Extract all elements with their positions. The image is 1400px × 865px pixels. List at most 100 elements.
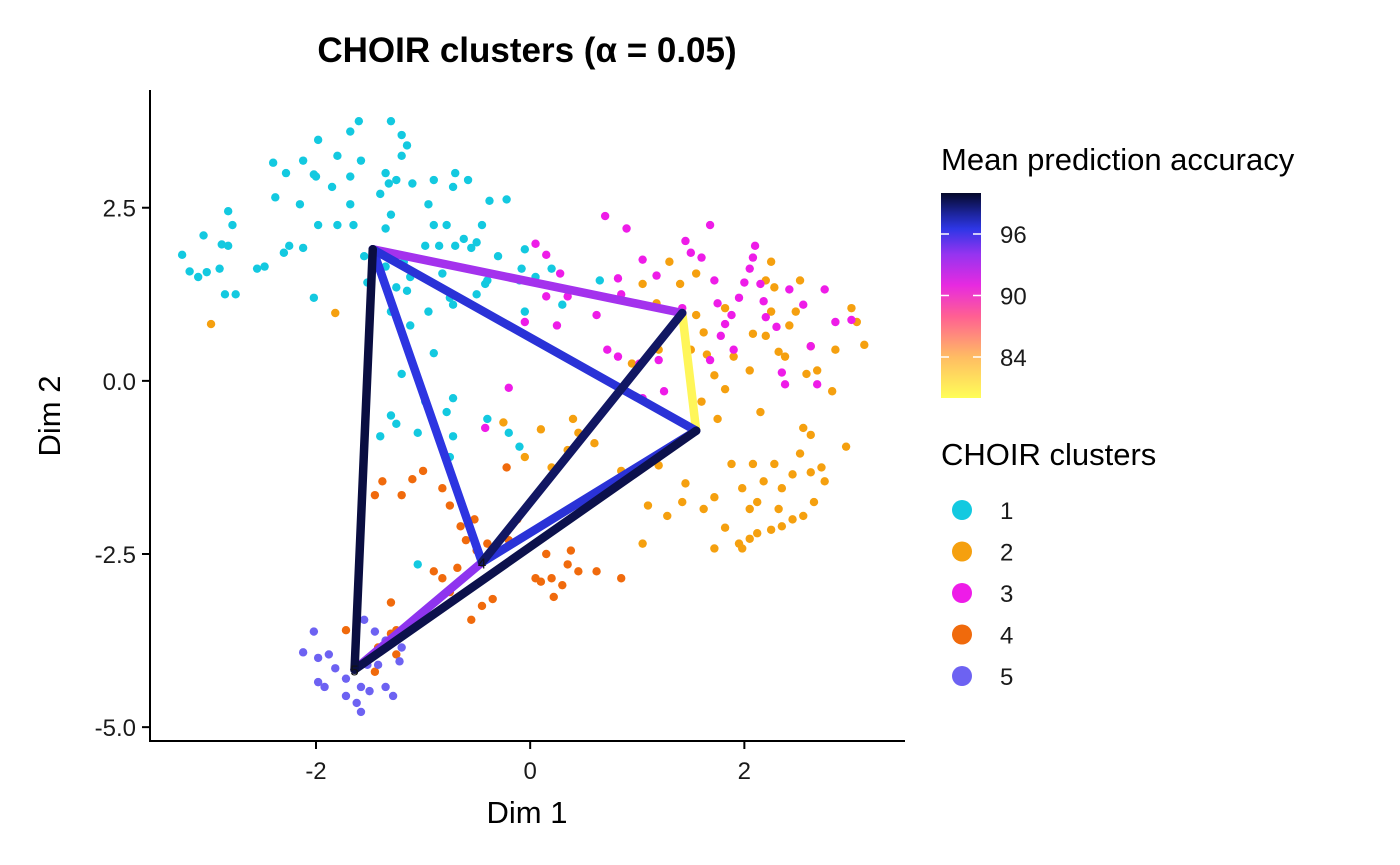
cluster-3-point — [820, 285, 829, 294]
cluster-3-point — [531, 239, 540, 248]
cluster-4-point — [617, 574, 626, 583]
cluster-1-point — [448, 393, 458, 403]
cluster-2-point — [665, 257, 674, 266]
cluster-4-point — [453, 563, 462, 573]
cluster-2-point — [745, 534, 754, 543]
cluster-2-point — [799, 511, 808, 521]
cluster-1-point — [376, 432, 385, 441]
cluster-1-point — [185, 267, 194, 276]
cluster-5-point — [309, 627, 319, 636]
cluster-1-point — [177, 250, 187, 260]
node-label-5: 5 — [350, 663, 358, 680]
cluster-3-point — [740, 278, 749, 287]
cluster-2-point — [809, 497, 819, 507]
cluster-1-point — [429, 348, 438, 358]
edge-5-2 — [350, 426, 701, 674]
cluster-3-point — [592, 310, 601, 320]
cluster-2-point — [727, 459, 736, 469]
cluster-1-point — [408, 179, 417, 188]
cluster-1-point — [356, 156, 366, 165]
cluster-4-point — [341, 625, 351, 635]
cluster-1-point — [386, 411, 396, 420]
cluster-1-point — [298, 243, 308, 253]
cluster-1-point — [279, 248, 289, 257]
colorbar-legend-title: Mean prediction accuracy — [941, 142, 1295, 177]
cluster-2-point — [761, 331, 770, 341]
cluster-4-point — [558, 580, 567, 590]
edge-1-4 — [368, 245, 487, 567]
y-axis-title: Dim 2 — [32, 376, 67, 457]
cluster-4-point — [502, 463, 511, 472]
cluster-1-point — [386, 210, 396, 219]
cluster-2-point — [748, 459, 758, 469]
cluster-2-point — [699, 504, 708, 514]
cluster-1-point — [472, 238, 481, 247]
cluster-1-point — [397, 369, 406, 379]
cluster-2-point — [770, 283, 779, 292]
cluster-5-point — [370, 627, 380, 636]
cluster-1-point — [333, 151, 342, 160]
cluster-4-point — [483, 539, 492, 548]
cluster-3-point — [603, 345, 612, 354]
cluster-1-point — [381, 168, 390, 178]
cluster-3-point — [480, 423, 490, 433]
cluster-4-point — [592, 567, 601, 576]
cluster-2-point — [831, 345, 840, 354]
colorbar-legend: Mean prediction accuracy 96 90 84 — [941, 142, 1295, 398]
cluster-2-point — [753, 497, 762, 507]
cluster-1-point — [429, 220, 438, 230]
cluster-5-point — [313, 677, 323, 687]
cluster-legend-swatch-3 — [952, 583, 972, 603]
cluster-2-point — [759, 477, 768, 486]
cluster-2-point — [729, 352, 738, 361]
cluster-3-point — [552, 321, 562, 330]
cluster-2-point — [678, 497, 687, 507]
cluster-4-point — [397, 490, 406, 500]
cluster-2-point — [806, 430, 815, 440]
edge-1-3 — [368, 245, 687, 318]
colorbar-tick-label: 96 — [1000, 222, 1027, 249]
cluster-1-point — [442, 220, 451, 230]
cluster-legend-label-5: 5 — [1000, 664, 1013, 691]
cluster-1-point — [386, 116, 396, 126]
cluster-1-point — [354, 116, 364, 126]
cluster-2-point — [774, 504, 783, 514]
cluster-4-point — [542, 549, 551, 559]
cluster-1-point — [309, 293, 319, 302]
cluster-1-point — [193, 272, 203, 282]
cluster-4-point — [549, 592, 558, 602]
cluster-1-point — [384, 179, 394, 188]
cluster-5-point — [397, 643, 406, 652]
cluster-4-point — [456, 522, 465, 531]
cluster-2-point — [738, 484, 747, 493]
cluster-1-point — [223, 241, 233, 251]
cluster-4-point — [477, 601, 487, 611]
cluster-4-point — [536, 577, 546, 586]
cluster-1-point — [285, 241, 294, 251]
cluster-1-point — [397, 130, 406, 140]
cluster-1-point — [215, 264, 224, 273]
cluster-legend-label-3: 3 — [1000, 581, 1013, 608]
cluster-1-point — [397, 151, 406, 160]
cluster-1-point — [271, 193, 280, 202]
cluster-4-point — [461, 535, 471, 545]
y-tick-label: -5.0 — [95, 715, 136, 742]
cluster-1-point — [558, 300, 567, 309]
cluster-3-point — [622, 224, 631, 233]
cluster-2-point — [795, 449, 805, 458]
cluster-2-point — [788, 515, 797, 524]
cluster-2-point — [710, 371, 719, 380]
cluster-4-point — [392, 650, 401, 659]
cluster-4-point — [386, 598, 396, 607]
cluster-3-point — [745, 264, 754, 273]
cluster-3-point — [772, 322, 781, 332]
cluster-3-point — [563, 292, 572, 301]
cluster-2-point — [785, 321, 794, 330]
cluster-5-point — [313, 653, 323, 663]
cluster-4-point — [445, 501, 455, 510]
cluster-1-point — [381, 224, 390, 233]
cluster-3-point — [756, 279, 765, 289]
cluster-5-point — [341, 691, 351, 701]
cluster-1-point — [392, 283, 401, 292]
cluster-3-point — [759, 297, 768, 306]
